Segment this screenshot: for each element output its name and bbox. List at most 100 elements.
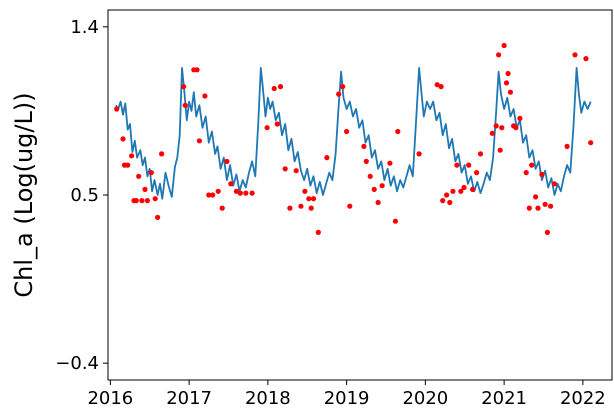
scatter-point <box>416 151 422 157</box>
scatter-point <box>477 151 484 157</box>
scatter-point <box>224 158 230 164</box>
scatter-point <box>503 80 510 86</box>
scatter-point <box>308 205 314 211</box>
scatter-point <box>529 162 535 168</box>
scatter-point <box>371 186 377 192</box>
scatter-point <box>444 192 450 198</box>
y-tick-label: 0.5 <box>70 185 99 206</box>
scatter-point <box>136 173 142 179</box>
scatter-point <box>159 151 165 157</box>
scatter-point <box>588 140 594 146</box>
scatter-point <box>237 190 243 196</box>
plot-frame <box>107 9 613 381</box>
scatter-point <box>544 229 551 235</box>
scatter-point <box>470 186 476 192</box>
scatter-point <box>392 218 398 224</box>
x-tick-label: 2018 <box>245 388 291 409</box>
scatter-point <box>395 128 401 135</box>
scatter-point <box>155 214 161 220</box>
scatter-point <box>523 170 529 176</box>
scatter-point <box>458 188 464 194</box>
scatter-point <box>293 168 299 174</box>
scatter-point <box>539 171 545 177</box>
scatter-point <box>306 196 312 202</box>
scatter-point <box>505 70 511 77</box>
scatter-point <box>551 181 558 187</box>
scatter-point <box>249 190 255 196</box>
scatter-point <box>535 205 541 211</box>
x-tick-label: 2021 <box>481 388 527 409</box>
x-tick-label: 2020 <box>402 388 448 409</box>
scatter-point <box>287 205 293 211</box>
scatter-point <box>461 184 467 191</box>
scatter-point <box>499 125 505 131</box>
y-tick-label: 1.4 <box>70 17 99 38</box>
scatter-point <box>148 170 154 176</box>
scatter-point <box>517 115 523 121</box>
scatter-point <box>219 205 225 211</box>
scatter-point <box>542 201 548 207</box>
scatter-point <box>379 183 385 189</box>
scatter-point <box>572 52 578 58</box>
scatter-point <box>310 196 317 202</box>
scatter-point <box>120 136 126 142</box>
x-tick-label: 2016 <box>87 388 133 409</box>
chl-a-observations <box>114 42 594 235</box>
scatter-point <box>344 128 350 135</box>
scatter-point <box>194 67 200 73</box>
scatter-point <box>466 162 472 168</box>
y-axis: −0.4 0.5 1.4 <box>55 17 108 374</box>
scatter-point <box>474 170 480 176</box>
scatter-point <box>181 84 187 90</box>
scatter-point <box>282 166 288 172</box>
scatter-point <box>363 158 369 164</box>
scatter-point <box>497 147 503 153</box>
scatter-point <box>206 192 212 198</box>
scatter-point <box>347 203 353 209</box>
scatter-point <box>215 188 221 194</box>
x-tick-label: 2022 <box>560 388 606 409</box>
scatter-point <box>114 106 120 112</box>
scatter-point <box>434 82 440 88</box>
scatter-point <box>336 91 342 97</box>
scatter-point <box>202 93 208 99</box>
scatter-point <box>438 84 444 90</box>
scatter-point <box>387 160 393 166</box>
scatter-point <box>196 138 202 144</box>
scatter-point <box>489 130 495 136</box>
scatter-point <box>493 123 499 129</box>
scatter-point <box>548 203 554 209</box>
scatter-point <box>264 125 270 131</box>
scatter-point <box>228 181 234 187</box>
scatter-point <box>182 102 188 108</box>
scatter-point <box>454 162 460 168</box>
scatter-point <box>298 203 304 209</box>
x-tick-label: 2017 <box>166 388 212 409</box>
scatter-point <box>367 173 373 179</box>
scatter-point <box>447 199 453 206</box>
scatter-point <box>152 196 158 202</box>
scatter-point <box>340 84 346 90</box>
scatter-point <box>507 89 513 95</box>
scatter-point <box>440 198 446 204</box>
scatter-point <box>564 143 570 149</box>
x-tick-label: 2019 <box>324 388 370 409</box>
scatter-point <box>496 52 502 58</box>
scatter-point <box>302 188 308 194</box>
scatter-point <box>133 198 139 204</box>
scatter-point <box>139 198 145 204</box>
scatter-point <box>243 190 249 196</box>
scatter-point <box>315 229 321 235</box>
x-axis: 2016 2017 2018 2019 2020 2021 2022 <box>87 380 606 409</box>
scatter-point <box>233 188 239 194</box>
scatter-point <box>277 84 284 90</box>
scatter-point <box>144 198 150 204</box>
scatter-point <box>324 155 330 161</box>
scatter-point <box>142 186 148 192</box>
scatter-point <box>533 194 539 200</box>
y-axis-title: Chl_a (Log(ug/L)) <box>10 92 38 297</box>
y-tick-label: −0.4 <box>55 353 99 374</box>
scatter-point <box>361 143 367 149</box>
scatter-point <box>450 188 456 194</box>
